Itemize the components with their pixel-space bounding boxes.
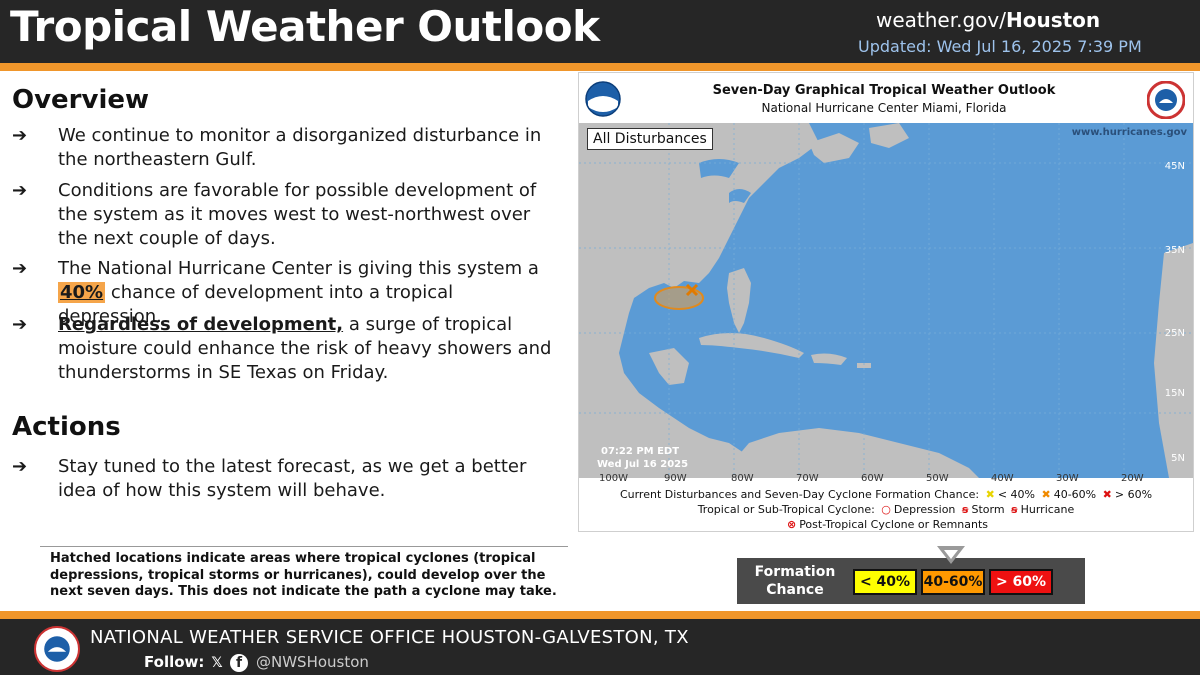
site-link[interactable]: weather.gov/Houston bbox=[876, 8, 1100, 32]
formation-label: Formation Chance bbox=[754, 564, 836, 598]
arrow-icon: ➔ bbox=[12, 314, 28, 335]
note-divider bbox=[40, 546, 568, 547]
overview-bullet-1: ➔ We continue to monitor a disorganized … bbox=[12, 124, 552, 172]
legend-label: Current Disturbances and Seven-Day Cyclo… bbox=[619, 488, 980, 501]
nws-footer-logo-icon bbox=[34, 626, 80, 672]
header-bar: Tropical Weather Outlook weather.gov/Hou… bbox=[0, 0, 1200, 63]
lat-label: 35N bbox=[1164, 245, 1185, 256]
disturbance-area bbox=[654, 286, 704, 310]
red-x-icon: ✖ bbox=[1102, 488, 1112, 501]
overview-bullet-4: ➔ Regardless of development, a surge of … bbox=[12, 313, 552, 385]
bullet-text-post: chance of development into a tropical de… bbox=[58, 282, 454, 327]
nws-logo-icon bbox=[1147, 81, 1185, 119]
overview-bullet-2: ➔ Conditions are favorable for possible … bbox=[12, 179, 552, 251]
overview-bullet-3: ➔ The National Hurricane Center is givin… bbox=[12, 257, 552, 329]
lon-label: 20W bbox=[1121, 473, 1144, 484]
disturbance-marker-icon bbox=[685, 283, 699, 297]
nhc-subtitle: National Hurricane Center Miami, Florida bbox=[761, 101, 1007, 115]
actions-bullet-1: ➔ Stay tuned to the latest forecast, as … bbox=[12, 455, 552, 503]
bullet-text: Stay tuned to the latest forecast, as we… bbox=[58, 456, 527, 501]
hurricanes-url: www.hurricanes.gov bbox=[1071, 127, 1187, 138]
lon-label: 30W bbox=[1056, 473, 1079, 484]
legend-formation: Current Disturbances and Seven-Day Cyclo… bbox=[579, 488, 1193, 501]
actions-heading: Actions bbox=[12, 412, 121, 442]
page-title: Tropical Weather Outlook bbox=[10, 2, 600, 51]
orange-x-icon: ✖ bbox=[1041, 488, 1051, 501]
social-handle[interactable]: @NWSHouston bbox=[256, 653, 369, 671]
bullet-text-pre: The National Hurricane Center is giving … bbox=[58, 258, 539, 279]
legend-label: Tropical or Sub-Tropical Cyclone: bbox=[697, 503, 875, 516]
nhc-outlook-graphic: Seven-Day Graphical Tropical Weather Out… bbox=[578, 72, 1194, 532]
lon-label: 100W bbox=[599, 473, 628, 484]
updated-timestamp: Updated: Wed Jul 16, 2025 7:39 PM bbox=[858, 37, 1142, 56]
legend-cyclone: Tropical or Sub-Tropical Cyclone: ○ Depre… bbox=[579, 503, 1193, 516]
all-disturbances-tab[interactable]: All Disturbances bbox=[587, 128, 713, 150]
legend-storm: Storm bbox=[971, 503, 1005, 516]
footer-bar bbox=[0, 619, 1200, 675]
legend-mid: 40-60% bbox=[1053, 488, 1097, 501]
formation-indicator-inner bbox=[944, 550, 958, 559]
x-logo-icon[interactable]: 𝕏 bbox=[211, 655, 223, 671]
legend-depression: Depression bbox=[893, 503, 956, 516]
lon-label: 50W bbox=[926, 473, 949, 484]
arrow-icon: ➔ bbox=[12, 180, 28, 201]
post-tropical-icon: ⊗ bbox=[786, 518, 797, 531]
formation-mid: 40-60% bbox=[921, 569, 985, 595]
lat-label: 15N bbox=[1164, 388, 1185, 399]
bullet-text: Conditions are favorable for possible de… bbox=[58, 180, 537, 249]
site-office: Houston bbox=[1006, 8, 1101, 32]
header-accent-bar bbox=[0, 63, 1200, 71]
bullet-text-rest: a surge of tropical moisture could enhan… bbox=[58, 314, 552, 383]
longitude-labels: 100W 90W 80W 70W 60W 50W 40W 30W 20W bbox=[579, 473, 1193, 485]
legend-hurricane: Hurricane bbox=[1020, 503, 1075, 516]
depression-icon: ○ bbox=[881, 503, 891, 516]
arrow-icon: ➔ bbox=[12, 456, 28, 477]
office-name: NATIONAL WEATHER SERVICE OFFICE HOUSTON-… bbox=[90, 627, 689, 648]
lat-label: 45N bbox=[1164, 161, 1185, 172]
lon-label: 80W bbox=[731, 473, 754, 484]
nhc-title: Seven-Day Graphical Tropical Weather Out… bbox=[712, 83, 1056, 98]
follow-label: Follow: bbox=[144, 653, 205, 671]
formation-low: < 40% bbox=[853, 569, 917, 595]
formation-chance-scale: Formation Chance < 40% 40-60% > 60% bbox=[737, 558, 1085, 604]
map-time: 07:22 PM EDT bbox=[601, 446, 680, 457]
footer-accent-bar bbox=[0, 611, 1200, 619]
hurricane-icon: ꞩ bbox=[1011, 503, 1018, 516]
overview-heading: Overview bbox=[12, 85, 150, 115]
yellow-x-icon: ✖ bbox=[985, 488, 995, 501]
arrow-icon: ➔ bbox=[12, 125, 28, 146]
outlook-map: All Disturbances www.hurricanes.gov 07:2… bbox=[579, 123, 1193, 478]
lon-label: 40W bbox=[991, 473, 1014, 484]
bullet-lead: Regardless of development, bbox=[58, 314, 344, 335]
hatch-note: Hatched locations indicate areas where t… bbox=[50, 551, 557, 599]
percent-highlight: 40% bbox=[58, 282, 106, 303]
legend-post: ⊗ Post-Tropical Cyclone or Remnants bbox=[579, 518, 1193, 531]
legend-post-label: Post-Tropical Cyclone or Remnants bbox=[799, 518, 989, 531]
map-date: Wed Jul 16 2025 bbox=[597, 459, 689, 470]
lon-label: 60W bbox=[861, 473, 884, 484]
storm-icon: ꞩ bbox=[961, 503, 969, 516]
facebook-icon[interactable]: f bbox=[230, 654, 248, 672]
legend-low: < 40% bbox=[997, 488, 1035, 501]
lat-label: 25N bbox=[1164, 328, 1185, 339]
site-prefix: weather.gov/ bbox=[876, 8, 1006, 32]
bullet-text: We continue to monitor a disorganized di… bbox=[58, 125, 542, 170]
noaa-logo-icon bbox=[585, 81, 621, 117]
lat-label: 5N bbox=[1171, 453, 1185, 464]
lon-label: 90W bbox=[664, 473, 687, 484]
legend-high: > 60% bbox=[1114, 488, 1153, 501]
arrow-icon: ➔ bbox=[12, 258, 28, 279]
lon-label: 70W bbox=[796, 473, 819, 484]
formation-high: > 60% bbox=[989, 569, 1053, 595]
